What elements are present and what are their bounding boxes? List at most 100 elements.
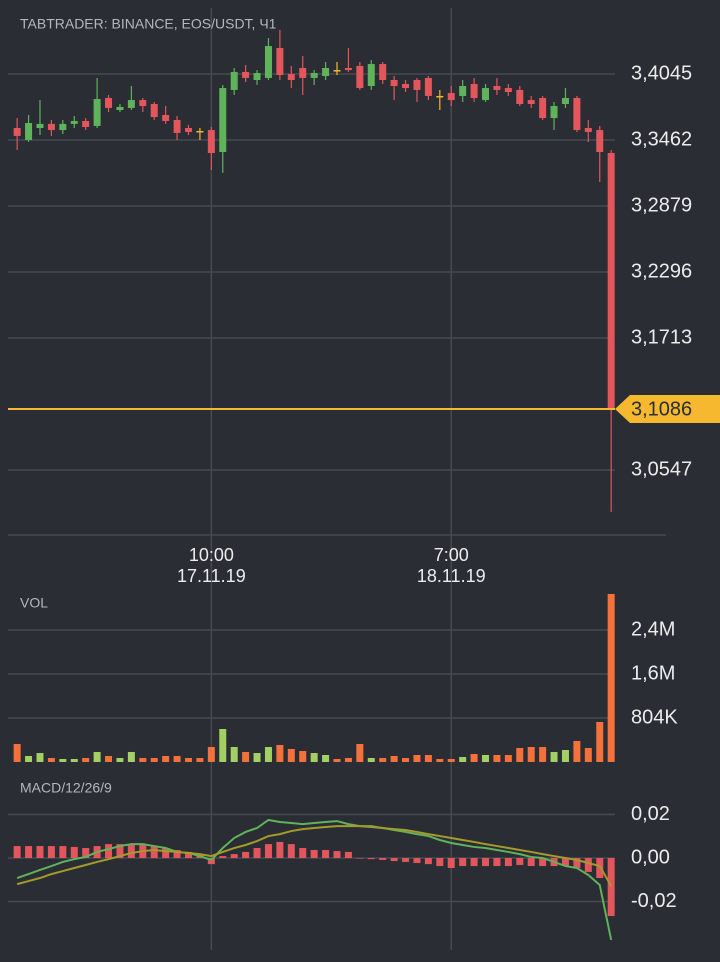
volume-bar (504, 754, 512, 762)
candle-body (196, 130, 204, 133)
volume-bar (82, 758, 90, 762)
macd-histogram-bar (516, 858, 524, 865)
volume-bar (139, 758, 147, 762)
macd-histogram-bar (276, 841, 284, 859)
candle-body (459, 86, 467, 96)
macd-histogram-bar (173, 849, 181, 859)
candle-body (105, 98, 113, 108)
candle-body (299, 68, 307, 78)
volume-bar (539, 747, 547, 762)
y-tick-label: 3,0547 (631, 458, 692, 480)
volume-bar (219, 728, 227, 762)
volume-bar (127, 751, 135, 762)
panel-title: MACD/12/26/9 (20, 780, 112, 796)
macd-histogram-bar (47, 846, 55, 859)
candle-body (607, 153, 615, 409)
volume-bar (242, 751, 250, 762)
volume-bar (596, 721, 604, 762)
candle-body (150, 104, 158, 118)
candle-body (127, 100, 135, 108)
candle-body (470, 83, 478, 99)
volume-bar (230, 747, 238, 762)
volume-bar (390, 755, 398, 762)
macd-histogram-bar (539, 858, 547, 867)
macd-histogram-bar (379, 858, 387, 860)
volume-bar (173, 755, 181, 762)
macd-histogram-bar (482, 858, 490, 867)
macd-histogram-bar (607, 858, 615, 917)
volume-bar (607, 593, 615, 762)
volume-bar (59, 758, 67, 762)
candle-body (424, 77, 432, 96)
volume-bar (436, 758, 444, 762)
volume-bar (482, 754, 490, 762)
macd-histogram-bar (82, 848, 90, 859)
candle-body (516, 89, 524, 105)
x-tick-label: 10:00 (189, 545, 234, 565)
last-price-label: 3,1086 (631, 398, 692, 420)
volume-bar (264, 747, 272, 762)
candle-body (367, 64, 375, 87)
volume-bar (25, 755, 33, 762)
volume-bar (470, 754, 478, 762)
candle-body (344, 68, 352, 71)
candle-body (219, 88, 227, 153)
x-tick-label: 17.11.19 (177, 566, 246, 586)
volume-bar (379, 758, 387, 762)
macd-histogram-bar (162, 848, 170, 859)
volume-bar (527, 747, 535, 762)
macd-histogram-bar (230, 854, 238, 859)
y-tick-label: 0,00 (631, 846, 670, 868)
macd-histogram-bar (459, 858, 467, 867)
y-tick-label: 1,6M (631, 662, 675, 684)
y-tick-label: 3,2296 (631, 260, 692, 282)
volume-bar (447, 758, 455, 762)
macd-histogram-bar (322, 849, 330, 859)
candle-body (184, 128, 192, 132)
candle-body (25, 123, 33, 141)
candle-body (264, 46, 272, 78)
volume-bar (70, 758, 78, 762)
candle-body (413, 80, 421, 90)
volume-bar (287, 748, 295, 762)
candle-body (561, 98, 569, 105)
volume-bar (322, 754, 330, 762)
candle-body (310, 72, 318, 78)
macd-histogram-bar (367, 858, 375, 860)
volume-bar (116, 758, 124, 762)
volume-bar (413, 754, 421, 762)
candle-body (287, 74, 295, 81)
volume-bar (356, 743, 364, 762)
candle-body (93, 99, 101, 126)
macd-histogram-bar (25, 846, 33, 859)
volume-bar (105, 755, 113, 762)
candle-body (573, 98, 581, 131)
macd-histogram-bar (333, 851, 341, 859)
candle-body (436, 95, 444, 98)
volume-bar (207, 747, 215, 762)
candle-body (47, 123, 55, 131)
macd-histogram-bar (561, 858, 569, 867)
volume-bar (13, 743, 21, 762)
macd-histogram-bar (436, 858, 444, 867)
macd-histogram-bar (310, 849, 318, 859)
volume-bar (333, 758, 341, 762)
candle-body (253, 72, 261, 81)
candle-body (333, 70, 341, 72)
volume-bar (310, 753, 318, 762)
volume-bar (253, 753, 261, 762)
x-tick-label: 18.11.19 (417, 566, 486, 586)
macd-histogram-bar (390, 858, 398, 862)
candle-body (402, 83, 410, 89)
macd-histogram-bar (287, 844, 295, 859)
panel-title: VOL (20, 595, 48, 611)
y-tick-label: 2,4M (631, 618, 675, 640)
panel-title: TABTRADER: BINANCE, EOS/USDT, Ч1 (20, 16, 277, 32)
x-tick-label: 7:00 (434, 545, 469, 565)
macd-histogram-bar (116, 844, 124, 859)
macd-histogram-bar (504, 858, 512, 867)
macd-histogram-bar (207, 858, 215, 865)
y-tick-label: 3,3462 (631, 128, 692, 150)
candle-body (584, 128, 592, 132)
